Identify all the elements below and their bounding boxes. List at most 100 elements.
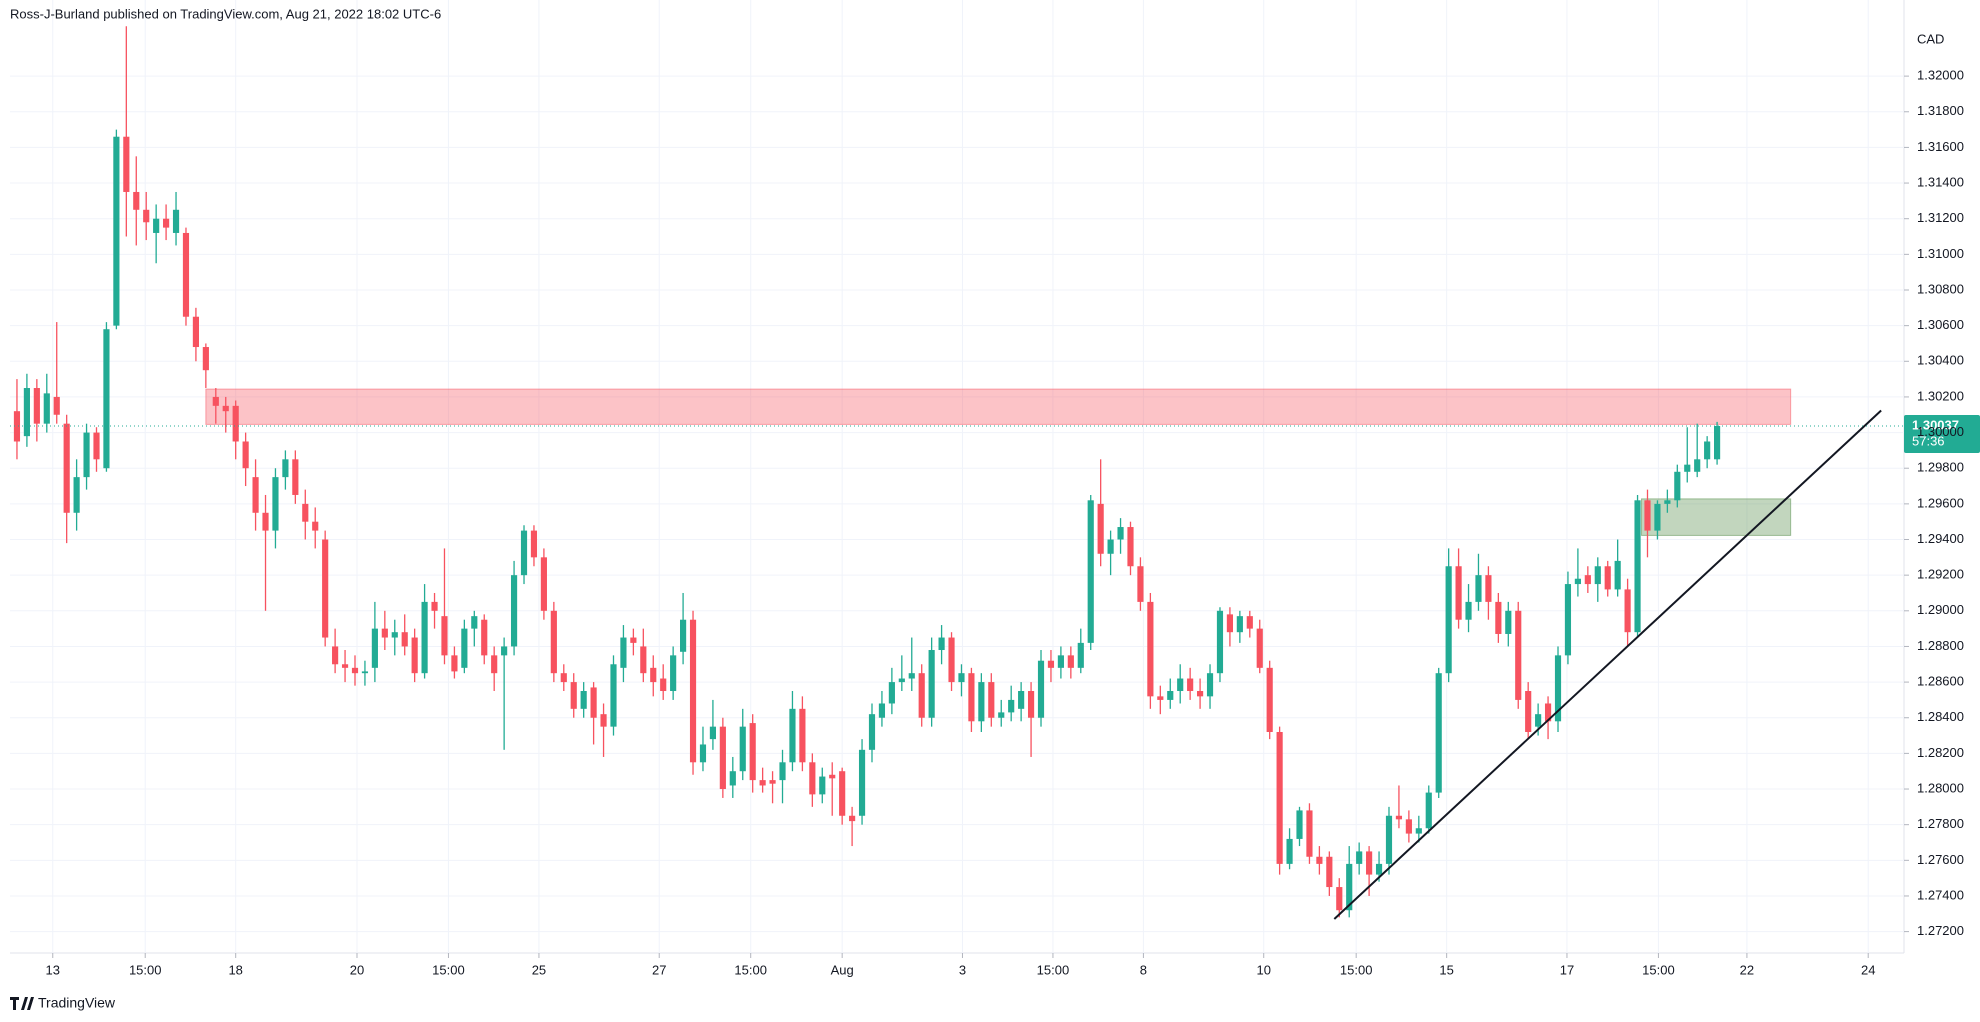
candle-body bbox=[1286, 838, 1293, 864]
y-tick-label: 1.27800 bbox=[1917, 816, 1964, 831]
candle-body bbox=[411, 637, 418, 674]
candle-body bbox=[1495, 601, 1502, 634]
y-tick-label: 1.29000 bbox=[1917, 602, 1964, 617]
y-tick-label: 1.27400 bbox=[1917, 887, 1964, 902]
y-tick-label: 1.29600 bbox=[1917, 495, 1964, 510]
candle-body bbox=[43, 393, 50, 424]
candle-body bbox=[1435, 673, 1442, 793]
candle-body bbox=[23, 388, 30, 437]
candle-body bbox=[1127, 527, 1134, 567]
candle-body bbox=[113, 136, 120, 326]
candle-body bbox=[699, 744, 707, 763]
candle-body bbox=[1574, 578, 1581, 585]
x-tick-label: 15:00 bbox=[734, 962, 767, 977]
candle-body bbox=[1226, 614, 1233, 633]
candle-body bbox=[1554, 655, 1562, 722]
candle-body bbox=[1535, 714, 1542, 727]
candle-body bbox=[858, 749, 866, 816]
candle-body bbox=[1564, 584, 1572, 656]
candle-body bbox=[630, 637, 637, 643]
candle-body bbox=[143, 209, 150, 223]
candle-body bbox=[1087, 500, 1094, 643]
header: Ross-J-Burland published on TradingView.… bbox=[10, 6, 441, 21]
candle-body bbox=[123, 136, 130, 192]
candle-body bbox=[361, 671, 369, 674]
y-tick-label: 1.28800 bbox=[1917, 638, 1964, 653]
y-tick-label: 1.31000 bbox=[1917, 246, 1964, 261]
candle-body bbox=[491, 655, 498, 674]
candle-body bbox=[1485, 575, 1492, 602]
candle-body bbox=[1047, 660, 1055, 668]
candle-body bbox=[501, 646, 508, 656]
currency-label: CAD bbox=[1917, 31, 1944, 46]
candle-body bbox=[1147, 601, 1154, 697]
candle-body bbox=[471, 616, 478, 629]
candle-body bbox=[252, 477, 259, 513]
countdown-label: 57:36 bbox=[1912, 433, 1945, 448]
last-price-box bbox=[1904, 414, 1980, 453]
y-tick-label: 1.30000 bbox=[1917, 424, 1964, 439]
x-tick-label: 15:00 bbox=[1340, 962, 1373, 977]
candle-body bbox=[1276, 731, 1283, 864]
candle-body bbox=[799, 708, 806, 763]
candle-body bbox=[1366, 851, 1373, 875]
candle-body bbox=[1614, 560, 1621, 590]
candle-body bbox=[530, 530, 538, 558]
candle-body bbox=[13, 411, 21, 442]
candle-body bbox=[540, 557, 547, 611]
candle-body bbox=[302, 503, 309, 522]
x-tick-label: 22 bbox=[1740, 962, 1754, 977]
candle-body bbox=[1027, 691, 1035, 718]
candle-body bbox=[1584, 575, 1591, 585]
candle-body bbox=[1465, 601, 1472, 620]
candle-body bbox=[1296, 810, 1303, 839]
candle-body bbox=[620, 637, 627, 668]
candle-body bbox=[938, 637, 945, 651]
y-tick-label: 1.29400 bbox=[1917, 531, 1964, 546]
candle-body bbox=[1664, 500, 1671, 504]
candle-body bbox=[292, 459, 299, 495]
candle-body bbox=[1236, 616, 1243, 633]
candle-body bbox=[1425, 792, 1432, 829]
candle-body bbox=[590, 687, 597, 718]
brand-name: TradingView bbox=[38, 995, 116, 1011]
candle-body bbox=[1445, 566, 1452, 674]
x-tick-label: 15:00 bbox=[1642, 962, 1675, 977]
candle-body bbox=[809, 762, 816, 795]
candle-body bbox=[33, 388, 40, 424]
candle-body bbox=[1644, 500, 1651, 531]
candle-body bbox=[650, 667, 657, 683]
candle-body bbox=[262, 512, 269, 531]
candle-body bbox=[1415, 828, 1422, 834]
candle-body bbox=[1326, 856, 1333, 888]
candle-body bbox=[1336, 887, 1343, 911]
candle-body bbox=[1246, 616, 1253, 629]
candle-body bbox=[371, 628, 378, 668]
x-tick-label: Aug bbox=[831, 962, 854, 977]
candle-body bbox=[868, 714, 876, 750]
candle-body bbox=[63, 423, 70, 513]
trendline bbox=[1333, 409, 1882, 920]
x-tick-label: 17 bbox=[1560, 962, 1574, 977]
candle-body bbox=[282, 459, 289, 478]
candle-body bbox=[998, 712, 1005, 718]
candle-body bbox=[958, 673, 965, 683]
candle-body bbox=[709, 726, 716, 740]
x-tick-label: 8 bbox=[1140, 962, 1147, 977]
candle-body bbox=[520, 530, 528, 576]
candle-body bbox=[322, 539, 329, 638]
candle-body bbox=[1057, 655, 1064, 668]
y-tick-label: 1.28000 bbox=[1917, 780, 1964, 795]
candle-body bbox=[719, 726, 726, 790]
y-tick-label: 1.27600 bbox=[1917, 852, 1964, 867]
candle-body bbox=[1704, 441, 1711, 460]
candle-body bbox=[1206, 673, 1214, 697]
candle-body bbox=[1037, 660, 1045, 718]
candle-body bbox=[968, 673, 975, 722]
candle-body bbox=[849, 815, 856, 822]
candle-body bbox=[103, 329, 110, 469]
candle-body bbox=[978, 682, 985, 722]
x-tick-label: 18 bbox=[228, 962, 242, 977]
candle-body bbox=[640, 646, 647, 674]
